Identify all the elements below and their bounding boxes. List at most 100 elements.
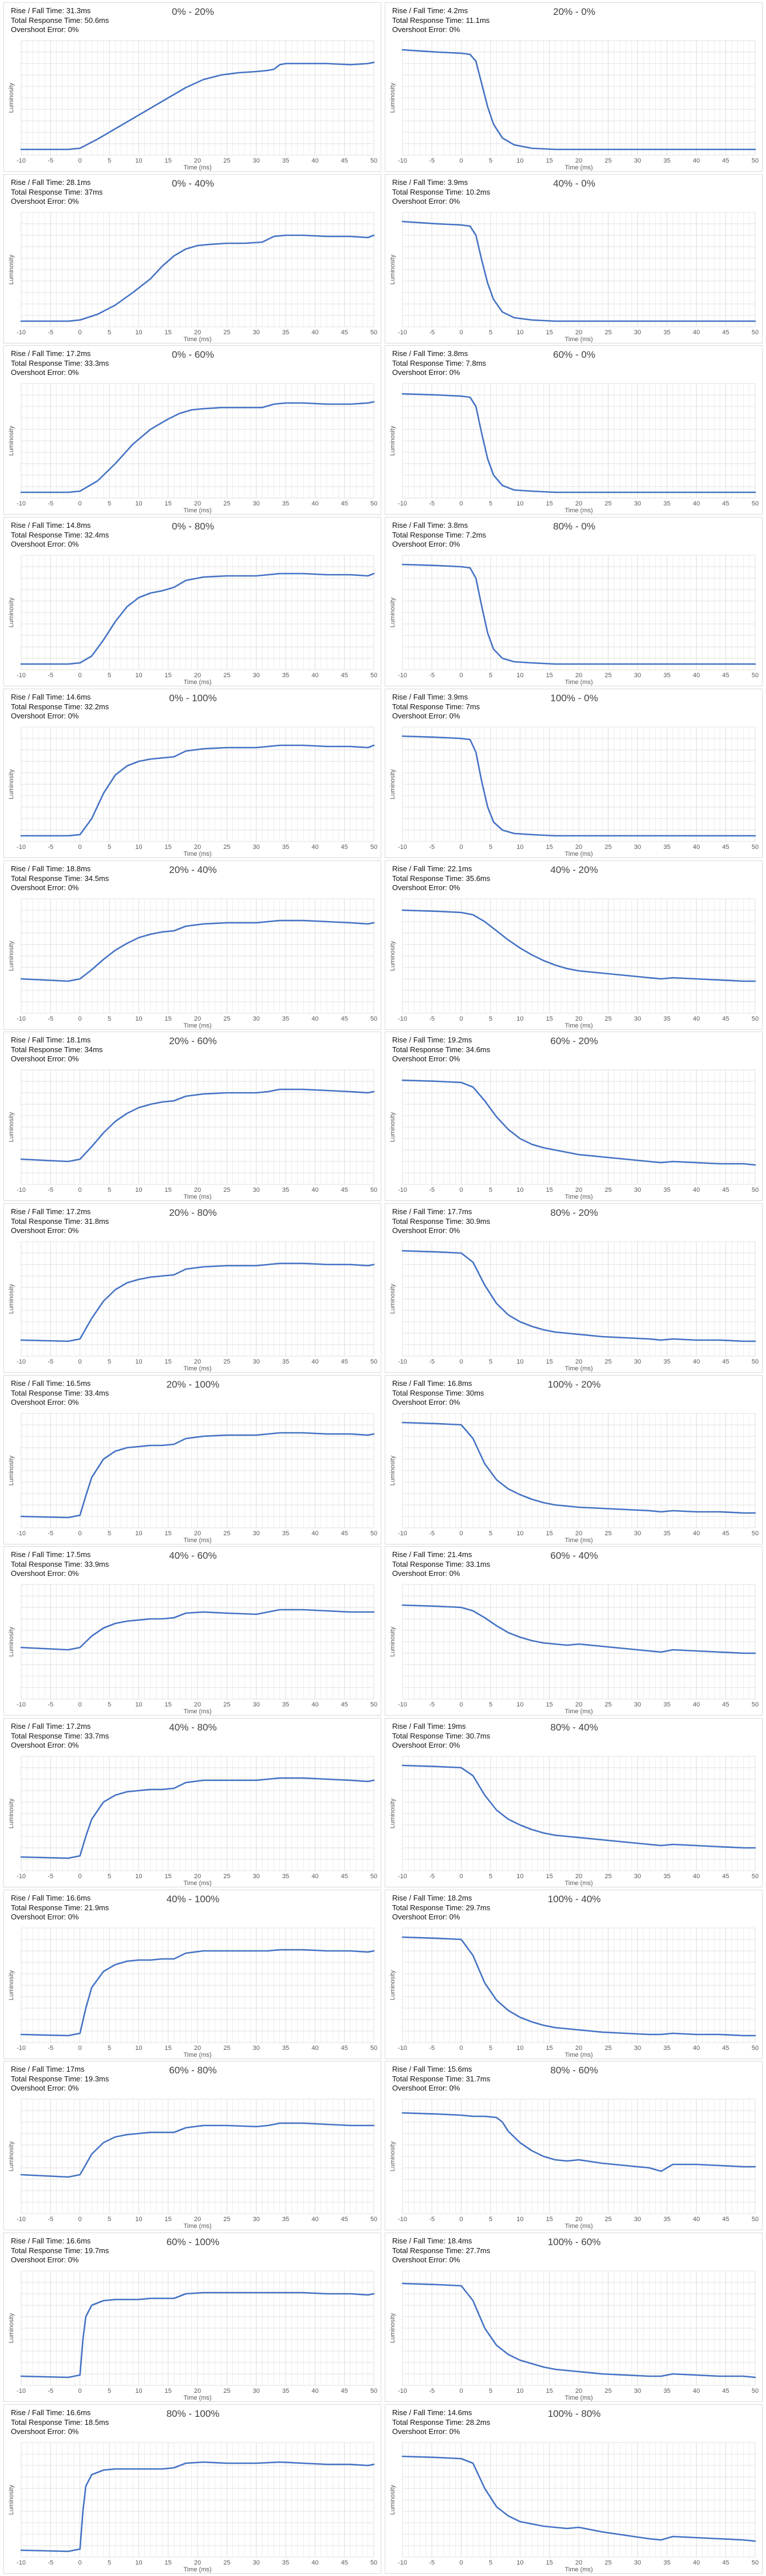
x-tick-label: 30 [634,1530,641,1537]
x-axis-label: Time (ms) [564,2566,593,2573]
luminosity-series-line [20,1262,375,1342]
x-tick-label: 20 [575,672,582,679]
x-tick-label: 5 [108,1016,111,1022]
x-tick-label: -10 [17,1016,26,1022]
x-tick-label: 50 [752,2388,759,2395]
x-tick-label: 35 [282,500,289,507]
x-tick-label: 15 [165,844,172,851]
x-axis-label: Time (ms) [564,1022,593,1029]
line-plot: -10 -5 0 5 10 15 20 25 30 35 40 45 50 Time (ms) Lumino… [389,383,759,514]
x-tick-label: 5 [489,1701,492,1708]
x-tick-label: -10 [17,1358,26,1365]
x-tick-label: 15 [165,672,172,679]
x-tick-label: -5 [48,1358,53,1365]
chart-title: 80% - 40% [550,1722,598,1733]
x-tick-label: 35 [282,157,289,164]
x-tick-label: 10 [516,1530,523,1537]
x-tick-label: 50 [370,1016,377,1022]
x-tick-label: 40 [311,2216,318,2223]
overshoot-error: Overshoot Error: 0% [392,883,460,892]
x-tick-label: 20 [194,2045,201,2052]
x-tick-label: 25 [605,1016,611,1022]
x-tick-label: 30 [634,500,641,507]
x-tick-label: -5 [48,2216,53,2223]
stats-block: Rise / Fall Time: 31.3ms Total Response T… [11,6,109,35]
y-axis-label: Luminosity [389,1112,396,1142]
total-response-time: Total Response Time: 34ms [11,1045,103,1054]
x-tick-label: 15 [546,1016,553,1022]
x-tick-label: 40 [693,2045,700,2052]
x-tick-label: 10 [516,2216,523,2223]
luminosity-series-line [20,919,375,982]
line-plot: -10 -5 0 5 10 15 20 25 30 35 40 45 50 Time (ms) Lumino… [8,1584,377,1715]
stats-block: Rise / Fall Time: 18.8ms Total Response T… [11,864,109,893]
rise-fall-time: Rise / Fall Time: 17.5ms [11,1550,91,1559]
x-tick-label: -10 [17,2559,26,2566]
y-axis-label: Luminosity [389,1798,396,1828]
x-axis-label: Time (ms) [564,2223,593,2230]
chart-title: 60% - 0% [553,349,595,360]
x-tick-label: 25 [605,844,611,851]
y-axis-label: Luminosity [8,1626,15,1657]
x-tick-label: 0 [78,329,82,336]
rise-fall-time: Rise / Fall Time: 17.2ms [11,1207,91,1216]
x-tick-label: 20 [194,1530,201,1537]
x-tick-label: 15 [165,2045,172,2052]
x-tick-label: 35 [664,844,670,851]
x-tick-label: 25 [605,329,611,336]
chart-title: 20% - 100% [166,1379,220,1390]
x-tick-label: 35 [282,1358,289,1365]
x-axis-label: Time (ms) [564,2395,593,2401]
y-axis-label: Luminosity [8,597,15,627]
x-tick-label: 40 [311,1187,318,1194]
response-panel: Rise / Fall Time: 17.2ms Total Response T… [3,1203,381,1373]
x-tick-label: 40 [693,1873,700,1880]
x-tick-label: -5 [429,2216,435,2223]
response-panel: Rise / Fall Time: 14.8ms Total Response T… [3,517,381,686]
luminosity-series-line [20,2461,375,2553]
overshoot-error: Overshoot Error: 0% [11,1054,79,1063]
x-tick-label: -5 [48,1873,53,1880]
line-plot: -10 -5 0 5 10 15 20 25 30 35 40 45 50 Time (ms) Lumino… [389,726,759,858]
x-tick-label: 40 [693,1016,700,1022]
x-tick-label: -5 [48,1701,53,1708]
x-tick-label: 10 [516,1187,523,1194]
x-tick-label: 50 [752,2559,759,2566]
x-tick-label: 45 [341,1701,348,1708]
luminosity-series-line [401,49,756,151]
x-tick-label: 10 [516,672,523,679]
x-tick-label: 15 [546,500,553,507]
x-tick-label: -10 [17,1701,26,1708]
x-tick-label: 45 [722,844,729,851]
total-response-time: Total Response Time: 10.2ms [392,187,491,196]
rise-fall-time: Rise / Fall Time: 16.5ms [11,1379,91,1388]
response-panel: Rise / Fall Time: 18.2ms Total Response T… [385,1890,763,2059]
total-response-time: Total Response Time: 7.2ms [392,530,487,539]
x-tick-label: 20 [194,2559,201,2566]
y-axis-label: Luminosity [389,1626,396,1657]
overshoot-error: Overshoot Error: 0% [11,25,79,34]
rise-fall-time: Rise / Fall Time: 3.9ms [392,693,468,701]
response-panel: Rise / Fall Time: 14.6ms Total Response T… [3,689,381,858]
x-tick-label: 35 [282,844,289,851]
x-tick-label: 20 [194,1873,201,1880]
x-tick-label: 15 [165,1701,172,1708]
x-tick-label: 20 [194,1701,201,1708]
x-axis-label: Time (ms) [564,1365,593,1372]
x-tick-label: 10 [516,1358,523,1365]
x-tick-label: 25 [223,844,230,851]
luminosity-series-line [401,735,756,837]
x-tick-label: 40 [311,157,318,164]
x-tick-label: 25 [223,2045,230,2052]
x-tick-label: 15 [165,1358,172,1365]
x-tick-label: 50 [370,1701,377,1708]
total-response-time: Total Response Time: 35.6ms [392,874,491,883]
chart-title: 40% - 0% [553,178,595,189]
x-tick-label: -5 [48,1530,53,1537]
x-tick-label: 0 [78,2388,82,2395]
stats-block: Rise / Fall Time: 3.8ms Total Response Ti… [392,521,486,550]
y-axis-label: Luminosity [389,425,396,456]
x-tick-label: 15 [165,1873,172,1880]
x-tick-label: 0 [78,500,82,507]
x-tick-label: 5 [108,844,111,851]
